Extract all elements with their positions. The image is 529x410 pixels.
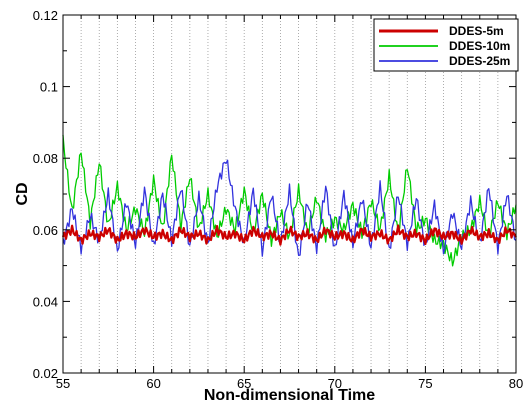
y-tick-label: 0.08 [33,151,58,166]
y-tick-label: 0.1 [40,80,58,95]
legend: DDES-5m DDES-10m DDES-25m [373,18,519,72]
x-tick-label: 70 [328,376,342,391]
legend-label-ddes-5m: DDES-5m [449,24,504,38]
y-tick-label: 0.04 [33,294,58,309]
x-tick-label: 75 [418,376,432,391]
legend-label-ddes-10m: DDES-10m [449,39,510,53]
x-tick-label: 60 [146,376,160,391]
series-line-ddes-10m [62,134,517,267]
x-axis-title: Non-dimensional Time [204,387,375,404]
y-tick-label: 0.12 [33,8,58,23]
x-tick-label: 80 [509,376,523,391]
y-axis-title: CD [14,182,31,205]
y-tick-label: 0.02 [33,366,58,381]
tick-layer: 55 60 65 70 75 80 0.02 0.04 0.06 0.08 0.1 0.12 [33,8,524,391]
series-line-ddes-5m [61,224,517,246]
legend-label-ddes-25m: DDES-25m [449,54,510,68]
x-tick-label: 55 [56,376,70,391]
y-tick-label: 0.06 [33,223,58,238]
series-layer [61,134,517,267]
legend-box [373,18,519,72]
x-tick-label: 65 [237,376,251,391]
